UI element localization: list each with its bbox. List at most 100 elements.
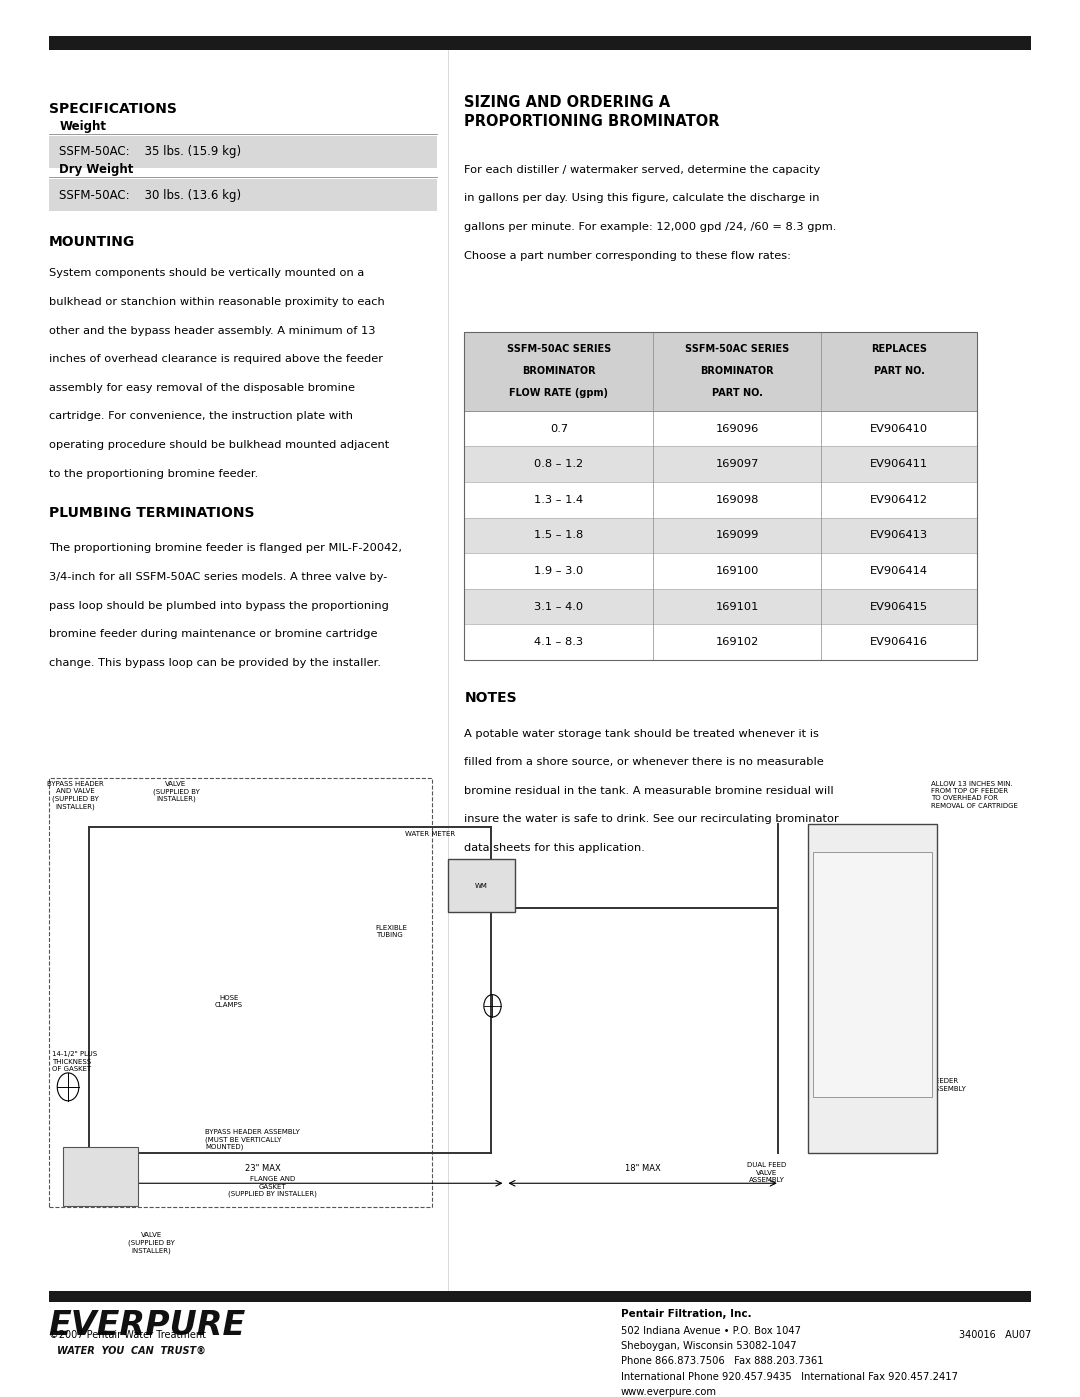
Text: EV906411: EV906411 xyxy=(870,460,928,469)
Text: PART NO.: PART NO. xyxy=(874,366,924,376)
Bar xyxy=(448,859,515,912)
Bar xyxy=(49,179,437,211)
Text: 169096: 169096 xyxy=(715,423,759,433)
Text: Pentair Filtration, Inc.: Pentair Filtration, Inc. xyxy=(621,1309,752,1319)
Text: FLOW RATE (gpm): FLOW RATE (gpm) xyxy=(510,388,608,398)
Text: EV906413: EV906413 xyxy=(870,531,928,541)
Text: WATER METER: WATER METER xyxy=(405,831,455,837)
Text: Dry Weight: Dry Weight xyxy=(59,163,134,176)
Bar xyxy=(464,624,977,659)
Text: PLUMBING TERMINATIONS: PLUMBING TERMINATIONS xyxy=(49,506,254,520)
Text: Phone 866.873.7506   Fax 888.203.7361: Phone 866.873.7506 Fax 888.203.7361 xyxy=(621,1356,824,1366)
Text: 4.1 – 8.3: 4.1 – 8.3 xyxy=(535,637,583,647)
Text: EV906415: EV906415 xyxy=(870,602,928,612)
Bar xyxy=(464,517,977,553)
Text: WATER  YOU  CAN  TRUST®: WATER YOU CAN TRUST® xyxy=(57,1345,206,1355)
Bar xyxy=(49,36,1031,50)
Text: PART NO.: PART NO. xyxy=(712,388,762,398)
Text: 1.3 – 1.4: 1.3 – 1.4 xyxy=(535,495,583,504)
Text: Sheboygan, Wisconsin 53082-1047: Sheboygan, Wisconsin 53082-1047 xyxy=(621,1341,797,1351)
Text: BYPASS HEADER ASSEMBLY
(MUST BE VERTICALLY
MOUNTED): BYPASS HEADER ASSEMBLY (MUST BE VERTICAL… xyxy=(205,1129,300,1150)
Bar xyxy=(464,590,977,624)
Text: A potable water storage tank should be treated whenever it is: A potable water storage tank should be t… xyxy=(464,728,820,739)
Bar xyxy=(49,778,432,1207)
Bar xyxy=(464,332,977,659)
Text: For each distiller / watermaker served, determine the capacity: For each distiller / watermaker served, … xyxy=(464,165,821,175)
Text: SSFM-50AC SERIES: SSFM-50AC SERIES xyxy=(507,344,611,353)
Text: Choose a part number corresponding to these flow rates:: Choose a part number corresponding to th… xyxy=(464,250,792,261)
Text: 169097: 169097 xyxy=(715,460,759,469)
Text: 169100: 169100 xyxy=(715,566,759,576)
Text: EV906412: EV906412 xyxy=(870,495,928,504)
Text: 3.1 – 4.0: 3.1 – 4.0 xyxy=(535,602,583,612)
Text: change. This bypass loop can be provided by the installer.: change. This bypass loop can be provided… xyxy=(49,658,380,668)
Text: ©2007 Pentair Water Treatment: ©2007 Pentair Water Treatment xyxy=(49,1330,205,1340)
Text: NOTES: NOTES xyxy=(464,690,517,705)
Bar xyxy=(49,1291,1031,1302)
Text: bromine residual in the tank. A measurable bromine residual will: bromine residual in the tank. A measurab… xyxy=(464,785,834,796)
Text: 502 Indiana Avenue • P.O. Box 1047: 502 Indiana Avenue • P.O. Box 1047 xyxy=(621,1326,801,1336)
Text: VALVE
(SUPPLIED BY
INSTALLER): VALVE (SUPPLIED BY INSTALLER) xyxy=(152,781,200,802)
Text: System components should be vertically mounted on a: System components should be vertically m… xyxy=(49,268,364,278)
Text: REPLACES: REPLACES xyxy=(872,344,927,353)
Bar xyxy=(464,332,977,411)
Text: 340016   AU07: 340016 AU07 xyxy=(959,1330,1031,1340)
Text: MOUNTING: MOUNTING xyxy=(49,235,135,249)
Text: in gallons per day. Using this figure, calculate the discharge in: in gallons per day. Using this figure, c… xyxy=(464,194,820,204)
Text: www.everpure.com: www.everpure.com xyxy=(621,1387,717,1397)
Text: 1.5 – 1.8: 1.5 – 1.8 xyxy=(535,531,583,541)
Text: other and the bypass header assembly. A minimum of 13: other and the bypass header assembly. A … xyxy=(49,326,375,335)
Text: 1.9 – 3.0: 1.9 – 3.0 xyxy=(535,566,583,576)
Text: VALVE
(SUPPLIED BY
INSTALLER): VALVE (SUPPLIED BY INSTALLER) xyxy=(127,1232,175,1253)
Bar xyxy=(464,553,977,588)
Text: FLEXIBLE
TUBING: FLEXIBLE TUBING xyxy=(376,925,408,937)
Text: BROMINATOR: BROMINATOR xyxy=(700,366,774,376)
Text: insure the water is safe to drink. See our recirculating brominator: insure the water is safe to drink. See o… xyxy=(464,814,839,824)
Bar xyxy=(808,824,937,1153)
Text: 14-1/2" PLUS
THICKNESS
OF GASKET: 14-1/2" PLUS THICKNESS OF GASKET xyxy=(52,1052,97,1071)
Text: operating procedure should be bulkhead mounted adjacent: operating procedure should be bulkhead m… xyxy=(49,440,389,450)
Text: bromine feeder during maintenance or bromine cartridge: bromine feeder during maintenance or bro… xyxy=(49,629,377,640)
Text: 3/4-inch for all SSFM-50AC series models. A three valve by-: 3/4-inch for all SSFM-50AC series models… xyxy=(49,571,387,583)
Text: ALLOW 13 INCHES MIN.
FROM TOP OF FEEDER
TO OVERHEAD FOR
REMOVAL OF CARTRIDGE: ALLOW 13 INCHES MIN. FROM TOP OF FEEDER … xyxy=(931,781,1017,809)
Bar xyxy=(464,447,977,482)
Text: SIZING AND ORDERING A
PROPORTIONING BROMINATOR: SIZING AND ORDERING A PROPORTIONING BROM… xyxy=(464,95,720,129)
Text: SSFM-50AC:    30 lbs. (13.6 kg): SSFM-50AC: 30 lbs. (13.6 kg) xyxy=(59,189,242,203)
Text: 169101: 169101 xyxy=(715,602,759,612)
Text: 0.7: 0.7 xyxy=(550,423,568,433)
Bar xyxy=(813,852,932,1097)
Text: EV906414: EV906414 xyxy=(870,566,928,576)
Text: WM: WM xyxy=(475,883,488,888)
Text: 23" MAX: 23" MAX xyxy=(244,1165,281,1173)
Text: HOSE
CLAMPS: HOSE CLAMPS xyxy=(215,995,243,1007)
Text: FEEDER
ASSEMBLY: FEEDER ASSEMBLY xyxy=(931,1078,967,1091)
Bar xyxy=(464,411,977,447)
Text: EVERPURE: EVERPURE xyxy=(49,1309,246,1343)
Text: to the proportioning bromine feeder.: to the proportioning bromine feeder. xyxy=(49,468,258,479)
Text: assembly for easy removal of the disposable bromine: assembly for easy removal of the disposa… xyxy=(49,383,354,393)
Text: The proportioning bromine feeder is flanged per MIL-F-20042,: The proportioning bromine feeder is flan… xyxy=(49,543,402,553)
Text: filled from a shore source, or whenever there is no measurable: filled from a shore source, or whenever … xyxy=(464,757,824,767)
Text: FLANGE AND
GASKET
(SUPPLIED BY INSTALLER): FLANGE AND GASKET (SUPPLIED BY INSTALLER… xyxy=(228,1176,316,1197)
Text: bulkhead or stanchion within reasonable proximity to each: bulkhead or stanchion within reasonable … xyxy=(49,298,384,307)
Text: data sheets for this application.: data sheets for this application. xyxy=(464,842,645,854)
Text: 169099: 169099 xyxy=(715,531,759,541)
Text: 0.8 – 1.2: 0.8 – 1.2 xyxy=(535,460,583,469)
Text: gallons per minute. For example: 12,000 gpd /24, /60 = 8.3 gpm.: gallons per minute. For example: 12,000 … xyxy=(464,222,837,232)
Text: BROMINATOR: BROMINATOR xyxy=(522,366,596,376)
Text: SSFM-50AC SERIES: SSFM-50AC SERIES xyxy=(685,344,789,353)
Text: International Phone 920.457.9435   International Fax 920.457.2417: International Phone 920.457.9435 Interna… xyxy=(621,1372,958,1382)
Text: SPECIFICATIONS: SPECIFICATIONS xyxy=(49,102,176,116)
Text: Weight: Weight xyxy=(59,120,107,133)
Text: EV906416: EV906416 xyxy=(870,637,928,647)
Text: inches of overhead clearance is required above the feeder: inches of overhead clearance is required… xyxy=(49,353,382,365)
Text: BYPASS HEADER
AND VALVE
(SUPPLIED BY
INSTALLER): BYPASS HEADER AND VALVE (SUPPLIED BY INS… xyxy=(48,781,104,810)
Text: 169098: 169098 xyxy=(715,495,759,504)
Text: cartridge. For convenience, the instruction plate with: cartridge. For convenience, the instruct… xyxy=(49,411,352,422)
Text: pass loop should be plumbed into bypass the proportioning: pass loop should be plumbed into bypass … xyxy=(49,601,389,610)
Bar xyxy=(464,482,977,517)
Text: EV906410: EV906410 xyxy=(870,423,928,433)
Text: 18" MAX: 18" MAX xyxy=(624,1165,661,1173)
Text: SSFM-50AC:    35 lbs. (15.9 kg): SSFM-50AC: 35 lbs. (15.9 kg) xyxy=(59,145,242,158)
Text: 169102: 169102 xyxy=(715,637,759,647)
